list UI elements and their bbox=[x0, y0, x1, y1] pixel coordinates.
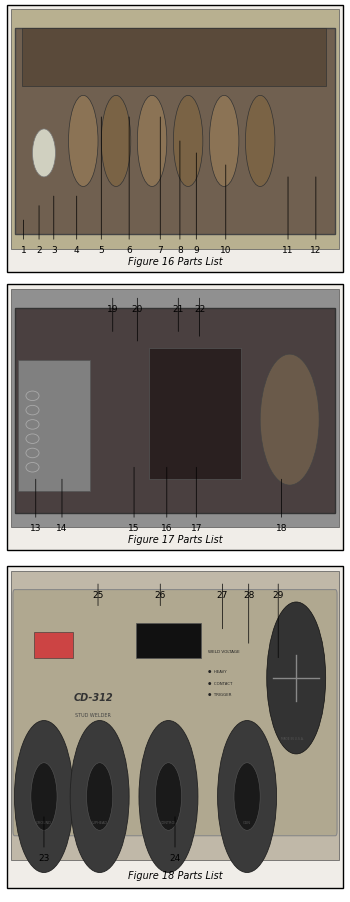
Bar bbox=[136, 623, 201, 658]
Circle shape bbox=[267, 602, 326, 754]
Text: 26: 26 bbox=[155, 591, 166, 600]
Bar bbox=[15, 28, 335, 235]
Text: 1: 1 bbox=[21, 246, 27, 255]
Text: 19: 19 bbox=[107, 306, 119, 315]
Text: 3: 3 bbox=[51, 246, 57, 255]
Text: Figure 16 Parts List: Figure 16 Parts List bbox=[128, 257, 222, 267]
Bar bbox=[149, 348, 240, 479]
Circle shape bbox=[14, 721, 74, 872]
Bar bbox=[22, 28, 326, 86]
Text: VOLTAGE
CONTROL: VOLTAGE CONTROL bbox=[287, 720, 306, 729]
Text: 14: 14 bbox=[56, 524, 68, 533]
Bar bbox=[7, 566, 343, 888]
Text: 17: 17 bbox=[190, 524, 202, 533]
Text: CONTROL: CONTROL bbox=[160, 821, 177, 824]
Text: GUN: GUN bbox=[243, 821, 251, 824]
Ellipse shape bbox=[137, 96, 167, 187]
Bar bbox=[18, 360, 90, 491]
Bar bbox=[7, 284, 343, 550]
Circle shape bbox=[70, 721, 129, 872]
Text: STUD WELDER: STUD WELDER bbox=[75, 713, 111, 718]
Text: ●  TRIGGER: ● TRIGGER bbox=[208, 694, 231, 697]
Text: 6: 6 bbox=[126, 246, 132, 255]
Text: 29: 29 bbox=[273, 591, 284, 600]
Ellipse shape bbox=[33, 129, 55, 177]
Text: 9: 9 bbox=[194, 246, 199, 255]
Text: 27: 27 bbox=[217, 591, 228, 600]
Text: 10: 10 bbox=[220, 246, 232, 255]
Text: MADE IN U.S.A.: MADE IN U.S.A. bbox=[281, 737, 304, 741]
Text: 13: 13 bbox=[30, 524, 42, 533]
FancyBboxPatch shape bbox=[13, 590, 337, 836]
Bar bbox=[34, 631, 74, 658]
Text: 2: 2 bbox=[36, 246, 42, 255]
Text: GROUND: GROUND bbox=[36, 821, 52, 824]
Text: CUPHEAD: CUPHEAD bbox=[91, 821, 108, 824]
Text: 5: 5 bbox=[98, 246, 104, 255]
Text: 4: 4 bbox=[74, 246, 79, 255]
Ellipse shape bbox=[245, 96, 275, 187]
Ellipse shape bbox=[101, 96, 131, 187]
Text: 11: 11 bbox=[282, 246, 294, 255]
Bar bbox=[11, 289, 339, 527]
Text: CD-312: CD-312 bbox=[73, 694, 113, 704]
Text: 24: 24 bbox=[169, 854, 181, 863]
Circle shape bbox=[155, 763, 182, 830]
Text: 18: 18 bbox=[276, 524, 287, 533]
Circle shape bbox=[234, 763, 260, 830]
Text: 12: 12 bbox=[310, 246, 322, 255]
Text: ●  HEAVY: ● HEAVY bbox=[208, 670, 226, 674]
Circle shape bbox=[218, 721, 276, 872]
Text: 22: 22 bbox=[194, 306, 205, 315]
Circle shape bbox=[31, 763, 57, 830]
Text: 15: 15 bbox=[128, 524, 140, 533]
Ellipse shape bbox=[260, 354, 319, 485]
Text: WELD VOLTAGE: WELD VOLTAGE bbox=[208, 650, 239, 654]
Bar bbox=[11, 9, 339, 249]
Text: ●  CONTACT: ● CONTACT bbox=[208, 682, 232, 686]
Circle shape bbox=[86, 763, 113, 830]
Ellipse shape bbox=[209, 96, 239, 187]
Ellipse shape bbox=[69, 96, 98, 187]
Bar bbox=[11, 571, 339, 861]
Text: 25: 25 bbox=[92, 591, 104, 600]
Bar bbox=[7, 5, 343, 272]
Text: 8: 8 bbox=[177, 246, 183, 255]
Text: Figure 18 Parts List: Figure 18 Parts List bbox=[128, 870, 222, 880]
Circle shape bbox=[139, 721, 198, 872]
Ellipse shape bbox=[173, 96, 203, 187]
Text: 16: 16 bbox=[161, 524, 173, 533]
Bar bbox=[15, 308, 335, 512]
Text: 7: 7 bbox=[158, 246, 163, 255]
Text: 20: 20 bbox=[132, 306, 143, 315]
Text: Figure 17 Parts List: Figure 17 Parts List bbox=[128, 535, 222, 545]
Text: 23: 23 bbox=[38, 854, 50, 863]
Text: 28: 28 bbox=[243, 591, 254, 600]
Text: 21: 21 bbox=[173, 306, 184, 315]
